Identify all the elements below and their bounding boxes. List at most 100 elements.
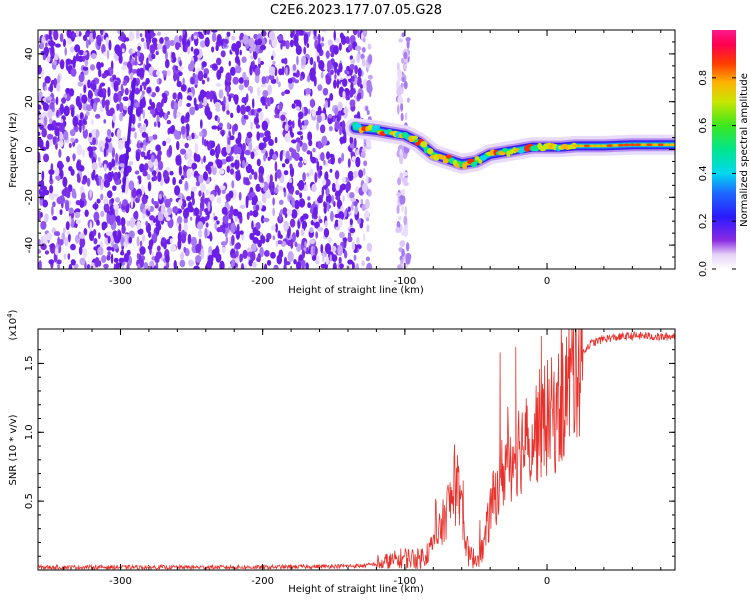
noise-speckle: [107, 86, 111, 98]
noise-speckle: [348, 147, 353, 153]
noise-speckle: [88, 132, 92, 138]
noise-speckle: [283, 256, 288, 267]
noise-speckle: [172, 64, 176, 75]
noise-speckle: [250, 55, 254, 60]
noise-speckle: [272, 60, 276, 65]
noise-speckle: [352, 170, 358, 179]
noise-speckle: [244, 180, 251, 186]
noise-speckle: [113, 166, 117, 171]
noise-speckle: [405, 242, 410, 252]
noise-speckle: [122, 80, 128, 86]
noise-speckle: [359, 83, 364, 90]
noise-speckle: [160, 204, 166, 215]
noise-speckle: [203, 155, 206, 163]
noise-speckle: [130, 127, 136, 132]
noise-speckle: [48, 259, 55, 265]
noise-speckle: [68, 263, 73, 269]
noise-speckle: [225, 144, 232, 154]
noise-speckle: [198, 131, 203, 137]
noise-speckle: [316, 55, 320, 63]
noise-speckle: [291, 209, 298, 219]
noise-speckle: [283, 264, 287, 269]
noise-speckle: [400, 83, 404, 88]
noise-speckle: [316, 43, 322, 53]
noise-speckle: [291, 120, 295, 129]
noise-speckle: [251, 220, 254, 230]
noise-speckle: [148, 135, 154, 142]
noise-speckle: [321, 186, 324, 197]
noise-speckle: [366, 83, 373, 94]
noise-speckle: [401, 248, 405, 257]
noise-speckle: [124, 233, 128, 245]
noise-speckle: [104, 141, 109, 150]
ridge-peak: [442, 158, 449, 164]
noise-speckle: [155, 51, 159, 56]
noise-speckle: [343, 250, 348, 259]
noise-speckle: [206, 110, 213, 120]
noise-speckle: [48, 117, 53, 124]
noise-speckle: [97, 90, 104, 97]
noise-speckle: [99, 30, 104, 36]
noise-speckle: [103, 147, 107, 158]
noise-speckle: [42, 102, 49, 112]
noise-speckle: [322, 253, 325, 263]
x-tick-label: -100: [393, 576, 416, 587]
noise-speckle: [261, 76, 267, 85]
noise-speckle: [229, 135, 235, 141]
noise-speckle: [329, 210, 334, 222]
noise-speckle: [303, 33, 309, 39]
noise-speckle: [397, 95, 403, 104]
noise-speckle: [301, 142, 308, 152]
noise-speckle: [278, 68, 283, 76]
noise-speckle: [296, 243, 302, 253]
noise-speckle: [185, 153, 188, 161]
noise-speckle: [255, 222, 261, 230]
spectrogram-x-axis-label: Height of straight line (km): [288, 285, 424, 296]
noise-speckle: [124, 87, 129, 96]
noise-speckle: [249, 210, 253, 216]
noise-speckle: [308, 108, 311, 115]
noise-speckle: [82, 66, 89, 71]
noise-speckle: [179, 60, 182, 67]
noise-speckle: [186, 168, 192, 179]
noise-speckle: [40, 179, 45, 191]
noise-speckle: [152, 200, 159, 206]
noise-speckle: [249, 86, 253, 94]
noise-speckle: [54, 126, 60, 137]
noise-speckle: [347, 231, 352, 240]
noise-speckle: [290, 131, 295, 138]
colorbar-label: Normalized spectral amplitude: [739, 73, 750, 227]
noise-speckle: [400, 112, 404, 122]
noise-speckle: [351, 75, 355, 83]
noise-speckle: [173, 129, 179, 138]
noise-speckle: [244, 263, 247, 269]
noise-speckle: [185, 123, 190, 134]
noise-speckle: [119, 112, 123, 122]
noise-speckle: [254, 67, 261, 77]
noise-speckle: [204, 227, 208, 239]
noise-speckle: [215, 253, 222, 263]
noise-speckle: [84, 59, 89, 67]
noise-speckle: [177, 66, 184, 71]
noise-speckle: [264, 263, 268, 269]
noise-speckle: [228, 60, 231, 67]
noise-speckle: [403, 215, 408, 226]
noise-speckle: [216, 34, 222, 46]
noise-speckle: [366, 138, 371, 148]
noise-speckle: [91, 79, 97, 85]
noise-speckle: [345, 36, 350, 44]
noise-speckle: [49, 184, 54, 194]
noise-speckle: [50, 41, 56, 47]
noise-speckle: [87, 90, 93, 99]
noise-speckle: [211, 165, 215, 173]
noise-speckle: [207, 201, 211, 212]
noise-speckle: [215, 106, 221, 112]
ridge-peak: [572, 144, 579, 148]
noise-speckle: [218, 122, 223, 128]
noise-speckle: [396, 205, 400, 215]
noise-speckle: [236, 104, 241, 114]
noise-speckle: [298, 156, 303, 162]
noise-speckle: [97, 246, 104, 256]
noise-speckle: [260, 215, 265, 224]
noise-speckle: [242, 142, 246, 152]
